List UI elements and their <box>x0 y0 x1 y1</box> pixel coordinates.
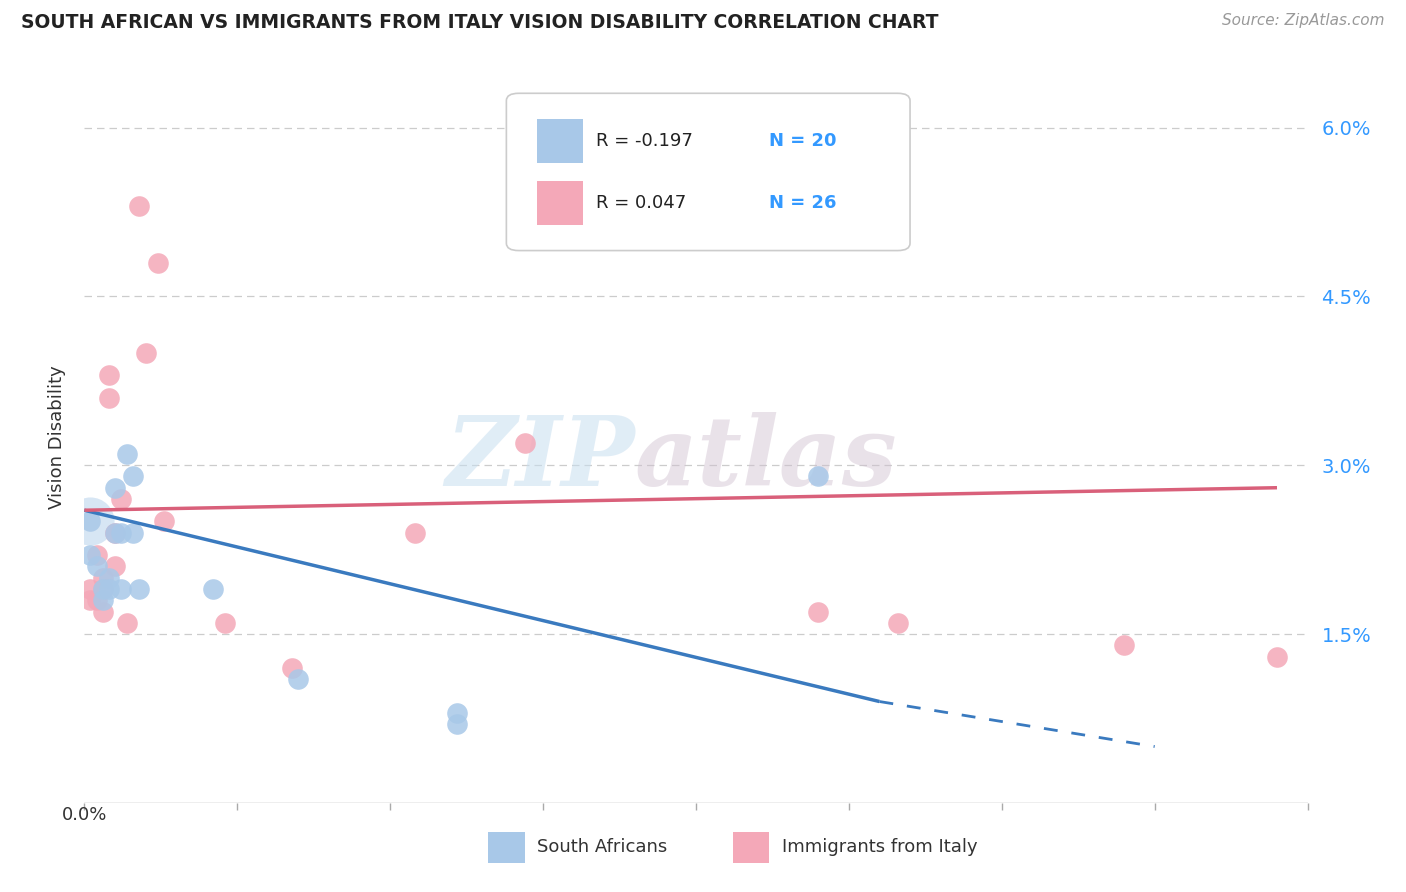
Point <box>201 582 224 596</box>
Text: South Africans: South Africans <box>537 838 668 855</box>
Point <box>104 525 127 540</box>
Point <box>104 481 127 495</box>
Point <box>887 615 910 630</box>
Point <box>807 605 830 619</box>
Point <box>110 491 132 506</box>
Text: R = -0.197: R = -0.197 <box>596 132 693 150</box>
FancyBboxPatch shape <box>537 119 583 163</box>
Point <box>104 559 127 574</box>
Point <box>97 571 120 585</box>
FancyBboxPatch shape <box>506 94 910 251</box>
Text: Immigrants from Italy: Immigrants from Italy <box>782 838 977 855</box>
Point <box>79 548 101 562</box>
FancyBboxPatch shape <box>733 832 769 863</box>
Point <box>135 345 157 359</box>
Point <box>110 582 132 596</box>
Point <box>807 469 830 483</box>
Point <box>128 199 150 213</box>
Point <box>281 661 304 675</box>
Point <box>122 469 145 483</box>
Point <box>79 515 101 529</box>
Point <box>446 706 468 720</box>
Point <box>110 525 132 540</box>
Point <box>86 593 108 607</box>
Point <box>97 391 120 405</box>
Point <box>446 717 468 731</box>
Y-axis label: Vision Disability: Vision Disability <box>48 365 66 509</box>
Point <box>153 515 176 529</box>
Text: 0.0%: 0.0% <box>62 806 107 824</box>
Point <box>91 582 114 596</box>
Point <box>86 548 108 562</box>
Point <box>214 615 236 630</box>
Text: ZIP: ZIP <box>446 412 636 506</box>
Point <box>97 582 120 596</box>
Point <box>287 672 309 686</box>
Point <box>513 435 536 450</box>
Text: N = 20: N = 20 <box>769 132 837 150</box>
Text: atlas: atlas <box>636 412 897 506</box>
Text: Source: ZipAtlas.com: Source: ZipAtlas.com <box>1222 13 1385 29</box>
Point <box>97 368 120 383</box>
Text: R = 0.047: R = 0.047 <box>596 194 686 212</box>
Point <box>122 525 145 540</box>
Point <box>91 571 114 585</box>
Point <box>86 559 108 574</box>
Point <box>1265 649 1288 664</box>
Point <box>79 593 101 607</box>
FancyBboxPatch shape <box>488 832 524 863</box>
FancyBboxPatch shape <box>537 181 583 225</box>
Point <box>115 447 138 461</box>
Point <box>91 605 114 619</box>
Point <box>91 593 114 607</box>
Point <box>404 525 426 540</box>
Point <box>79 515 101 529</box>
Point <box>146 255 169 269</box>
Text: SOUTH AFRICAN VS IMMIGRANTS FROM ITALY VISION DISABILITY CORRELATION CHART: SOUTH AFRICAN VS IMMIGRANTS FROM ITALY V… <box>21 13 939 32</box>
Text: N = 26: N = 26 <box>769 194 837 212</box>
Point <box>1114 638 1136 652</box>
Point <box>79 582 101 596</box>
Point <box>612 211 634 225</box>
Point <box>91 582 114 596</box>
Point <box>128 582 150 596</box>
Point <box>104 525 127 540</box>
Point <box>115 615 138 630</box>
